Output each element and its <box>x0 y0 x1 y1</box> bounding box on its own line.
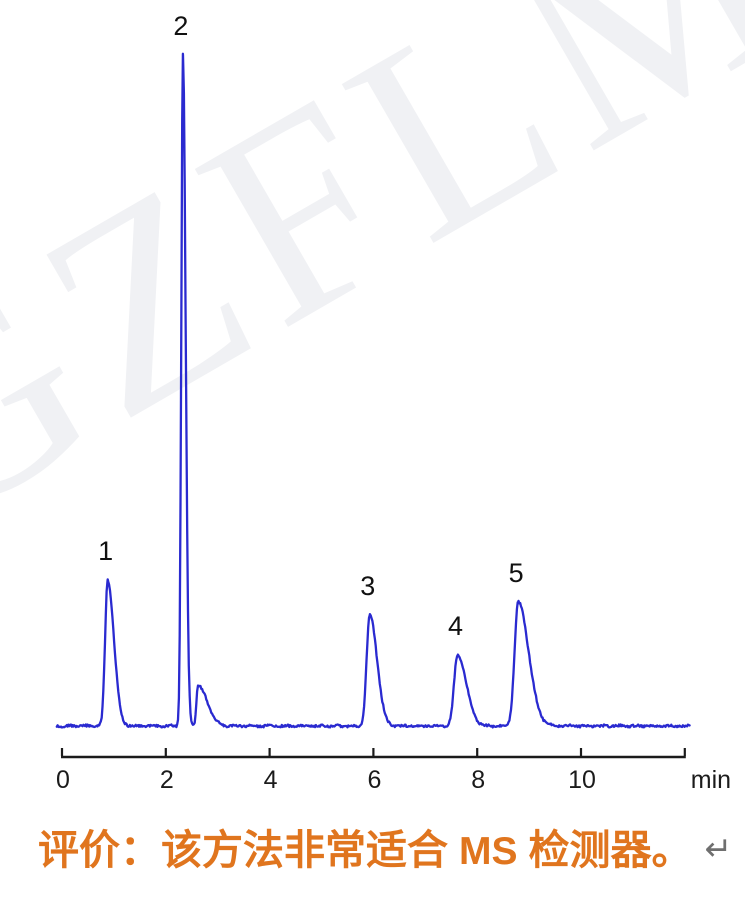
x-tick-label: 8 <box>471 766 485 794</box>
peak-label-1: 1 <box>98 536 113 566</box>
x-tick-label: 6 <box>367 766 381 794</box>
peak-label-5: 5 <box>509 558 524 588</box>
x-tick-label: 4 <box>264 766 278 794</box>
caption-text-prefix: 评价：该方法非常适合 <box>38 827 448 873</box>
x-tick-label: 2 <box>160 766 174 794</box>
trace-line <box>55 52 691 729</box>
x-axis-unit-label: min <box>691 766 731 794</box>
chromatogram-plot: 0 2 4 6 8 10 min 1 2 3 4 5 <box>55 11 731 794</box>
caption-ms-abbrev: MS <box>459 830 518 873</box>
x-tick-label: 10 <box>568 766 596 794</box>
peak-label-3: 3 <box>360 571 375 601</box>
x-tick-label: 0 <box>56 766 70 794</box>
peak-label-4: 4 <box>448 611 463 641</box>
caption-text-suffix: 检测器。 <box>528 827 693 873</box>
return-mark-icon: ↵ <box>704 829 733 868</box>
evaluation-caption: 评价：该方法非常适合 MS 检测器。 ↵ <box>38 816 738 876</box>
peak-label-2: 2 <box>173 11 188 41</box>
